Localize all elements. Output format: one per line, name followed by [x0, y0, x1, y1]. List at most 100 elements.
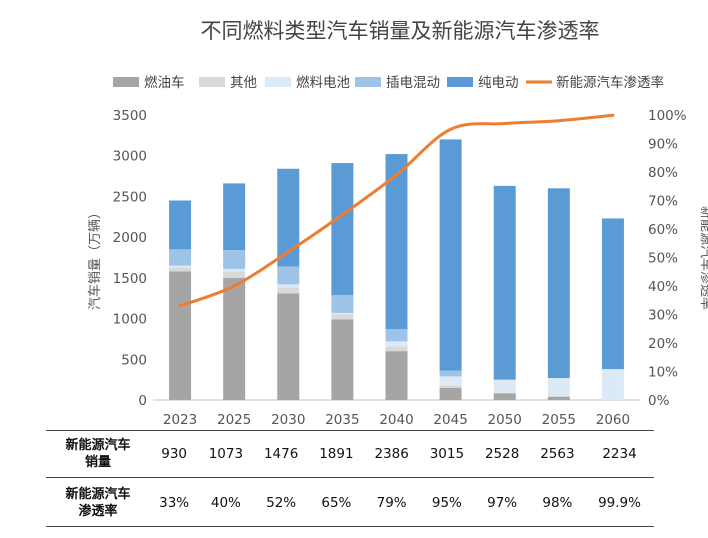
bar-segment: [385, 351, 408, 400]
bar-segment: [439, 385, 462, 388]
bar-segment: [223, 183, 246, 251]
bar-segment: [385, 341, 408, 347]
data-table: 新能源汽车 销量 930 1073 1476 1891 2386 3015 25…: [46, 430, 654, 528]
row-header-penetration: 新能源汽车 渗透率: [46, 478, 150, 529]
bars: [169, 139, 624, 400]
bar-segment: [277, 284, 300, 288]
bar-segment: [169, 265, 192, 268]
table-bottom-rule: [46, 526, 654, 527]
y2-tick-label: 70%: [648, 194, 678, 210]
y-tick-label: 2500: [113, 189, 147, 205]
bar-segment: [277, 168, 300, 267]
x-tick-label: 2040: [379, 412, 413, 428]
table-cell: 2528: [474, 430, 530, 478]
x-tick-label: 2035: [325, 412, 359, 428]
table-cell: 79%: [376, 495, 407, 511]
chart-title: 不同燃料类型汽车销量及新能源汽车渗透率: [201, 19, 600, 43]
table-cell: 40%: [210, 495, 241, 511]
y2-tick-label: 30%: [648, 308, 678, 324]
y2-axis-label: 新能源汽车渗透率: [698, 206, 708, 310]
legend-swatch: [265, 77, 291, 87]
axes: 0 500 1000 1500 2000 2500 3000 3500 0% 10% 20% 30% 4…: [113, 108, 687, 428]
penetration-line: [178, 113, 615, 308]
bar-segment: [169, 249, 192, 266]
table-cell: 52%: [266, 495, 297, 511]
y2-tick-label: 0%: [648, 393, 670, 409]
table-cell: 33%: [159, 495, 190, 511]
bar-segment: [601, 218, 624, 370]
x-tick-label: 2025: [217, 412, 251, 428]
y-tick-label: 0: [138, 393, 147, 409]
y2-tick-label: 50%: [648, 251, 678, 267]
row-header-line: 渗透率: [78, 504, 118, 519]
chart: 不同燃料类型汽车销量及新能源汽车渗透率 燃油车 其他 燃料电池 插电混动 纯电动 新能源汽…: [87, 19, 708, 428]
y2-tick-label: 100%: [648, 108, 687, 124]
x-tick-label: 2050: [488, 412, 522, 428]
x-tick-label: 2023: [163, 412, 197, 428]
bar-segment: [277, 287, 300, 294]
bar-segment: [385, 329, 408, 342]
table-cell: 930: [150, 430, 199, 478]
bar-segment: [223, 277, 246, 400]
x-tick-label: 2045: [433, 412, 467, 428]
table-cell: 95%: [431, 495, 462, 511]
y-tick-label: 1500: [113, 271, 147, 287]
y-axis-label: 汽车销量（万辆）: [87, 206, 103, 310]
legend-swatch: [355, 77, 381, 87]
bar-segment: [493, 393, 516, 400]
bar-segment: [277, 293, 300, 400]
bar-segment: [385, 154, 408, 330]
table-cell: 1073: [198, 430, 254, 478]
legend-label: 燃油车: [144, 74, 185, 91]
table-cell: 1476: [253, 430, 309, 478]
table-cell: 2234: [585, 430, 654, 478]
row-header-line: 新能源汽车: [65, 437, 131, 453]
bar-segment: [601, 369, 624, 400]
y2-tick-label: 10%: [648, 365, 678, 381]
y2-tick-label: 20%: [648, 336, 678, 352]
legend-swatch: [447, 77, 473, 87]
bar-segment: [223, 268, 246, 272]
table-cell: 99.9%: [598, 495, 641, 511]
table-cell: 1891: [308, 430, 365, 478]
y2-tick-label: 40%: [648, 279, 678, 295]
table-row-penetration: 新能源汽车 渗透率 33% 40% 52% 65% 79% 95% 97% 98…: [46, 478, 654, 529]
y-tick-label: 2000: [113, 230, 147, 246]
legend-label: 新能源汽车渗透率: [556, 74, 664, 91]
bar-segment: [547, 188, 570, 379]
y2-tick-label: 80%: [648, 165, 678, 181]
x-tick-label: 2060: [596, 412, 630, 428]
x-tick-label: 2055: [542, 412, 576, 428]
row-header-line: 销量: [84, 454, 111, 470]
bar-segment: [493, 185, 516, 380]
bar-segment: [223, 271, 246, 278]
bar-segment: [493, 379, 516, 393]
legend-swatch: [199, 77, 225, 87]
bar-segment: [547, 378, 570, 396]
y-tick-label: 3000: [113, 149, 147, 165]
bar-segment: [331, 314, 354, 320]
y2-tick-label: 60%: [648, 222, 678, 238]
table-cell: 65%: [321, 495, 352, 511]
bar-segment: [547, 395, 570, 397]
bar-segment: [331, 294, 354, 313]
legend-label: 其他: [230, 75, 257, 91]
bar-segment: [331, 312, 354, 315]
bar-segment: [385, 346, 408, 352]
bar-segment: [223, 250, 246, 269]
table-top-rule: [46, 430, 654, 431]
bar-segment: [439, 370, 462, 377]
table-cell: 98%: [542, 495, 573, 511]
table-cell: 2563: [529, 430, 586, 478]
table-cell: 2386: [364, 430, 420, 478]
y-tick-label: 1000: [113, 312, 147, 328]
row-header-line: 新能源汽车: [65, 487, 131, 502]
y-tick-label: 3500: [113, 108, 147, 124]
legend-label: 纯电动: [478, 75, 519, 91]
bar-segment: [331, 319, 354, 400]
bar-segment: [169, 271, 192, 400]
bar-segment: [169, 200, 192, 250]
bar-segment: [493, 392, 516, 394]
table-row-sales: 新能源汽车 销量 930 1073 1476 1891 2386 3015 25…: [46, 430, 654, 478]
bar-segment: [169, 267, 192, 272]
